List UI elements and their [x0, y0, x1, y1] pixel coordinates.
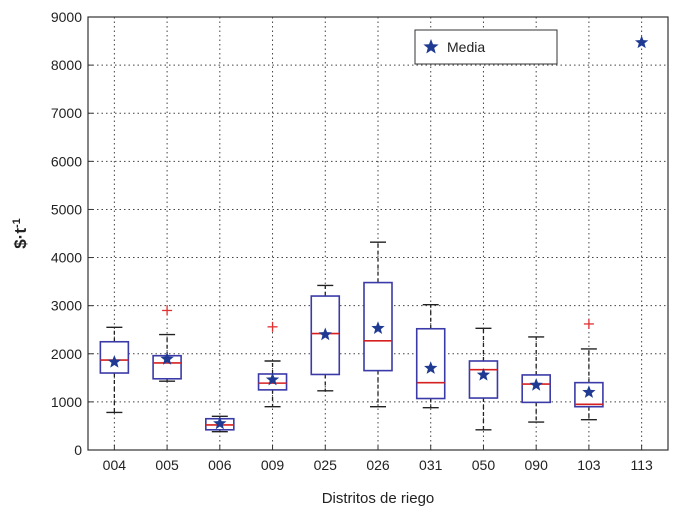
x-tick-label-103: 103 [577, 457, 601, 473]
y-tick-label: 4000 [51, 250, 82, 266]
mean-star-icon [476, 367, 491, 381]
mean-star-icon [424, 361, 438, 374]
box-series [99, 35, 649, 433]
x-tick-label-090: 090 [525, 457, 549, 473]
x-tick-label-031: 031 [419, 457, 443, 473]
x-axis-ticks: 004 005 006 009 025 026 031 050 090 103 113 [103, 445, 653, 473]
box-group-009 [257, 321, 288, 408]
outlier-marker [583, 318, 594, 329]
x-tick-label-005: 005 [155, 457, 179, 473]
box-group-113 [634, 35, 649, 49]
y-axis-title-main: $·t [11, 228, 30, 249]
x-tick-label-026: 026 [366, 457, 390, 473]
y-tick-label: 0 [74, 442, 82, 458]
box-group-031 [415, 304, 446, 409]
mean-star-icon [634, 35, 649, 49]
mean-star-icon [160, 352, 174, 365]
y-tick-label: 6000 [51, 153, 82, 169]
x-tick-label-025: 025 [314, 457, 338, 473]
y-axis-ticks: 0 1000 2000 3000 4000 5000 6000 7000 8000 9000 [51, 9, 93, 458]
x-axis-title: Distritos de riego [322, 490, 435, 507]
outlier-marker [162, 305, 173, 316]
box-group-103 [574, 318, 604, 421]
y-tick-label: 8000 [51, 57, 82, 73]
x-tick-label-050: 050 [472, 457, 496, 473]
legend-label-media: Media [447, 39, 485, 55]
x-tick-label-004: 004 [103, 457, 127, 473]
box-group-026 [363, 241, 393, 408]
x-tick-label-006: 006 [208, 457, 232, 473]
x-tick-label-113: 113 [630, 457, 653, 473]
legend-box [414, 29, 558, 65]
box-group-005 [152, 305, 182, 382]
box-group-006 [205, 415, 235, 433]
y-tick-label: 9000 [51, 9, 82, 25]
y-tick-label: 3000 [51, 298, 82, 314]
mean-star-icon [371, 321, 385, 334]
y-tick-label: 2000 [51, 346, 82, 362]
y-tick-label: 7000 [51, 105, 82, 121]
mean-star-icon [318, 327, 332, 341]
grid-lines [88, 17, 668, 450]
outlier-marker [267, 321, 278, 332]
box-group-025 [310, 284, 341, 392]
iqr-box [468, 360, 499, 399]
x-tick-label-009: 009 [261, 457, 285, 473]
mean-star-icon [265, 372, 280, 386]
y-axis-title-superscript: -1 [11, 218, 23, 228]
svg-text:$·t-1: $·t-1 [11, 218, 30, 249]
y-axis-title: $·t-1 [11, 218, 30, 249]
y-tick-label: 1000 [51, 394, 82, 410]
legend: Media [414, 29, 558, 65]
mean-star-icon [529, 378, 543, 391]
mean-star-icon [582, 385, 596, 398]
legend-mean-star-icon [423, 39, 439, 54]
box-group-090 [521, 336, 551, 423]
box-group-050 [468, 327, 499, 431]
y-tick-label: 5000 [51, 201, 82, 217]
mean-star-icon [213, 416, 227, 430]
mean-star-icon [107, 354, 122, 368]
box-group-004 [99, 326, 130, 414]
